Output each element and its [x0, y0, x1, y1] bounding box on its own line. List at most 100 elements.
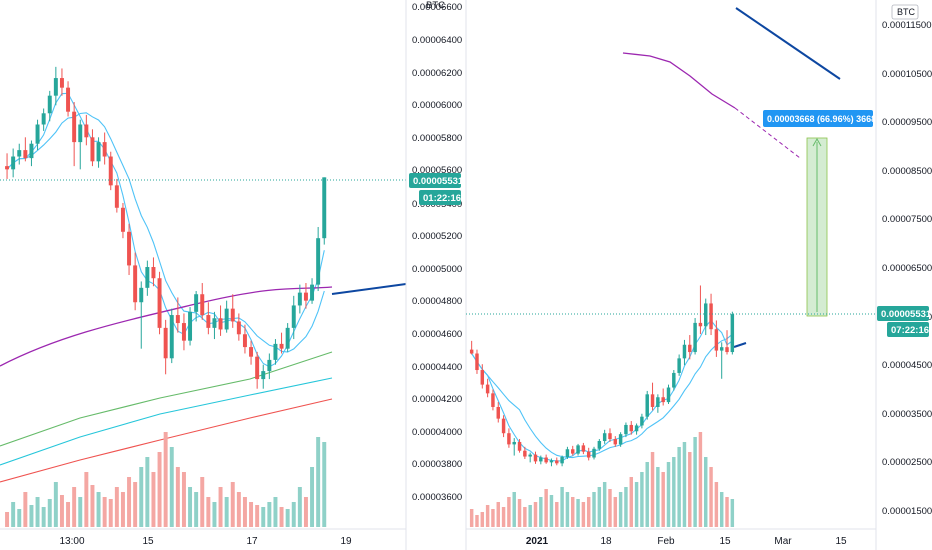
volume-bar: [163, 432, 168, 527]
left-ma-medium: [6, 112, 325, 353]
volume-bar: [528, 505, 532, 527]
volume-bar: [96, 492, 101, 527]
volume-bar: [310, 467, 315, 527]
candle-body: [90, 137, 95, 162]
left-ma-fast: [6, 92, 325, 368]
volume-bar: [72, 487, 77, 527]
candle-body: [127, 231, 132, 266]
candle-body: [29, 143, 34, 159]
candle-body: [255, 356, 260, 380]
right-currency-box[interactable]: [891, 4, 919, 20]
candle-body: [145, 267, 150, 288]
left-chart-pane[interactable]: 13:00 15 17 19: [0, 66, 407, 547]
right-volume-bars: [469, 432, 735, 527]
right-price-scale[interactable]: 0.00011500 0.00010500 0.00009500 0.00008500…: [875, 0, 932, 550]
volume-bar: [645, 462, 649, 527]
volume-bar: [66, 502, 71, 527]
left-ma-red: [0, 398, 333, 483]
volume-bar: [544, 489, 548, 527]
left-y-tick-label: 0.00004800: [412, 296, 462, 307]
candle-body: [496, 406, 500, 419]
left-price-scale[interactable]: 0.00006600 0.00006400 0.00006200 0.00006000…: [405, 0, 464, 550]
candle-body: [23, 150, 28, 159]
volume-bar: [485, 505, 490, 527]
candle-body: [59, 78, 64, 88]
right-price-tag: 0.00005531: [881, 309, 932, 320]
volume-bar: [719, 492, 724, 527]
candle-body: [618, 434, 623, 445]
volume-bar: [581, 502, 586, 527]
left-price-tag: 0.00005531: [413, 176, 464, 187]
candle-body: [218, 318, 223, 330]
candle-body: [714, 329, 719, 351]
volume-bar: [35, 497, 40, 527]
left-y-tick-label: 0.00005600: [412, 165, 462, 176]
right-y-tick-label: 0.00007500: [882, 214, 932, 225]
volume-bar: [560, 487, 564, 527]
left-ma-teal: [0, 377, 333, 466]
right-trendline-upper[interactable]: [735, 7, 841, 80]
right-candles: [469, 285, 735, 467]
volume-bar: [592, 492, 596, 527]
volume-bar: [539, 497, 543, 527]
volume-bar: [108, 499, 113, 527]
candle-body: [709, 303, 713, 330]
left-y-tick-label: 0.00005200: [412, 231, 462, 242]
candle-body: [169, 315, 174, 359]
candle-body: [485, 384, 490, 394]
candle-body: [698, 322, 703, 327]
candle-body: [597, 440, 602, 449]
left-x-tick-label: 19: [340, 536, 352, 547]
candle-body: [35, 124, 40, 144]
volume-bar: [255, 505, 260, 527]
volume-bar: [291, 502, 296, 527]
right-trendline-short[interactable]: [733, 342, 747, 348]
candle-body: [139, 287, 144, 303]
candle-body: [677, 358, 681, 373]
candle-body: [78, 124, 83, 143]
candle-body: [661, 397, 665, 403]
right-ma-slow: [471, 333, 733, 459]
left-trendline[interactable]: [331, 283, 407, 295]
volume-bar: [661, 472, 665, 527]
right-y-tick-label: 0.00011500: [882, 20, 932, 31]
candle-body: [650, 394, 655, 407]
volume-bar: [90, 485, 95, 527]
volume-bar: [224, 497, 229, 527]
candle-body: [592, 448, 596, 458]
candle-body: [249, 347, 254, 357]
candle-body: [517, 441, 522, 451]
candle-body: [565, 449, 570, 458]
right-moving-averages: [471, 319, 733, 462]
candle-body: [53, 78, 58, 96]
candle-body: [297, 292, 302, 306]
candle-body: [279, 343, 284, 349]
volume-bar: [139, 467, 144, 527]
candle-body: [212, 318, 217, 328]
candle-body: [133, 265, 138, 303]
candle-body: [236, 321, 241, 335]
candle-body: [72, 111, 77, 143]
right-chart-pane[interactable]: 0.00003668 (66.96%) 3668 2021 18 Feb 15 Mar 1…: [466, 7, 876, 547]
volume-bar: [624, 487, 628, 527]
volume-bar: [571, 497, 575, 527]
volume-bar: [17, 509, 22, 527]
volume-bar: [316, 437, 321, 527]
left-price-tag-bg: [409, 173, 461, 188]
candle-body: [555, 460, 559, 464]
volume-bar: [725, 497, 729, 527]
candle-body: [528, 454, 532, 457]
left-y-tick-label: 0.00004000: [412, 427, 462, 438]
volume-bar: [145, 457, 150, 527]
volume-bar: [533, 502, 538, 527]
volume-bar: [576, 499, 580, 527]
left-y-tick-label: 0.00003600: [412, 492, 462, 503]
volume-bar: [714, 482, 719, 527]
volume-bar: [273, 497, 278, 527]
left-y-tick-label: 0.00006200: [412, 68, 462, 79]
right-currency-label[interactable]: BTC: [897, 7, 916, 17]
candle-body: [242, 334, 247, 348]
candle-body: [608, 433, 612, 440]
candle-body: [475, 353, 479, 371]
